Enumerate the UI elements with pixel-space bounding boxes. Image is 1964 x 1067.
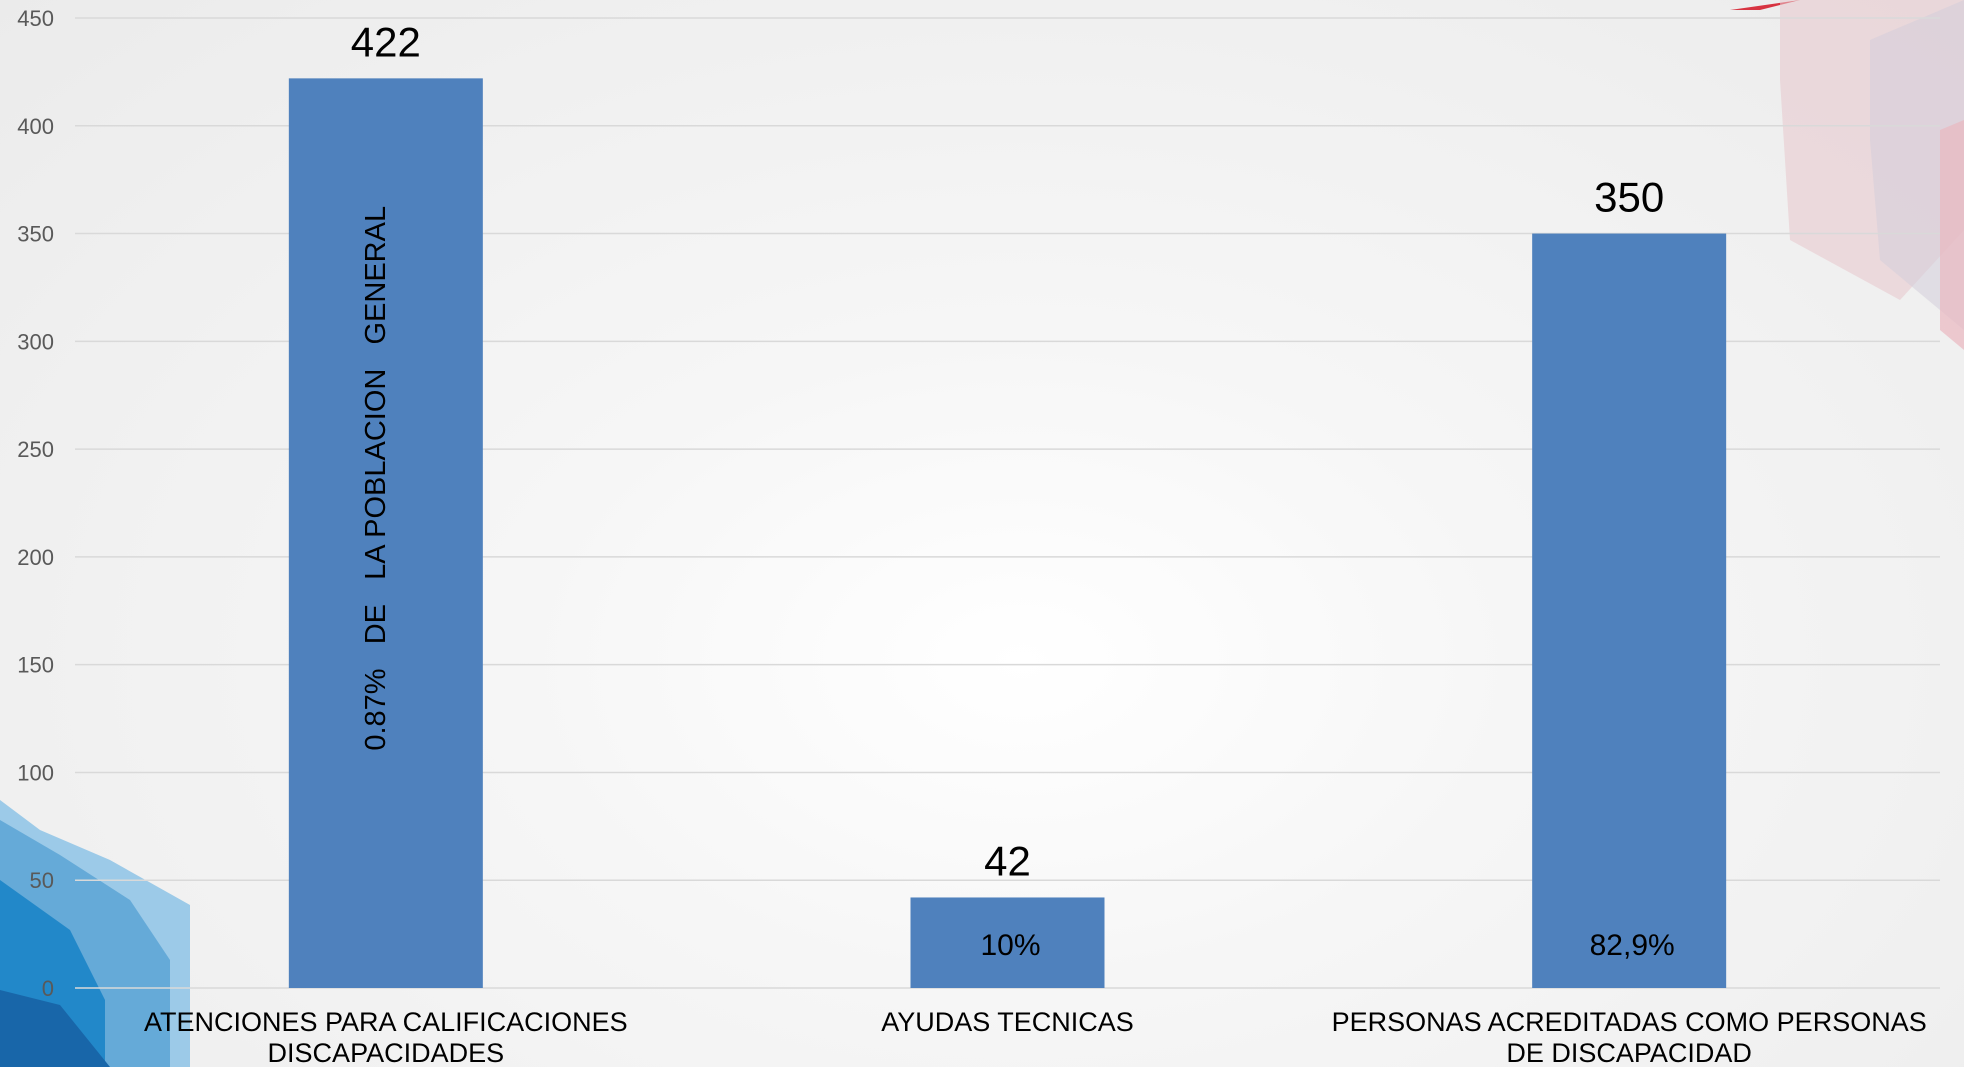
bar-1: [288, 78, 483, 989]
y-tick-label-100: 100: [17, 760, 54, 785]
x-category-label-1: ATENCIONES PARA CALIFICACIONES DISCAPACID…: [144, 1007, 628, 1067]
x-category-label-3: PERSONAS ACREDITADAS COMO PERSONAS DE DIS…: [1332, 1007, 1927, 1067]
data-label-3: 350: [1594, 174, 1664, 221]
x-axis-labels: ATENCIONES PARA CALIFICACIONES DISCAPACID…: [144, 1007, 1927, 1067]
y-tick-label-450: 450: [17, 6, 54, 31]
y-tick-label-0: 0: [42, 976, 54, 1001]
bar-3: [1532, 233, 1727, 989]
y-tick-label-200: 200: [17, 545, 54, 570]
data-label-2: 42: [984, 837, 1031, 884]
y-tick-label-250: 250: [17, 437, 54, 462]
decorative-shapes-bottom-left: [0, 800, 190, 1067]
data-label-1: 422: [351, 18, 421, 65]
y-tick-label-150: 150: [17, 653, 54, 678]
decorative-shapes-top-right: [1730, 0, 1964, 350]
y-tick-label-50: 50: [30, 868, 54, 893]
y-tick-label-350: 350: [17, 222, 54, 247]
data-labels: 422 0.87% DE LA POBLACION GENERAL 42 10% 350…: [351, 18, 1675, 962]
y-axis-ticks: 0 50 100 150 200 250 300 350 400 450: [17, 6, 54, 1001]
bar-annotation-2: 10%: [980, 929, 1040, 962]
x-category-label-2: AYUDAS TECNICAS: [881, 1007, 1134, 1037]
y-tick-label-300: 300: [17, 329, 54, 354]
y-tick-label-400: 400: [17, 114, 54, 139]
bar-2: [910, 897, 1105, 988]
bar-annotation-1: 0.87% DE LA POBLACION GENERAL: [360, 206, 392, 751]
bars: [288, 78, 1727, 989]
bar-annotation-3: 82,9%: [1590, 929, 1675, 962]
